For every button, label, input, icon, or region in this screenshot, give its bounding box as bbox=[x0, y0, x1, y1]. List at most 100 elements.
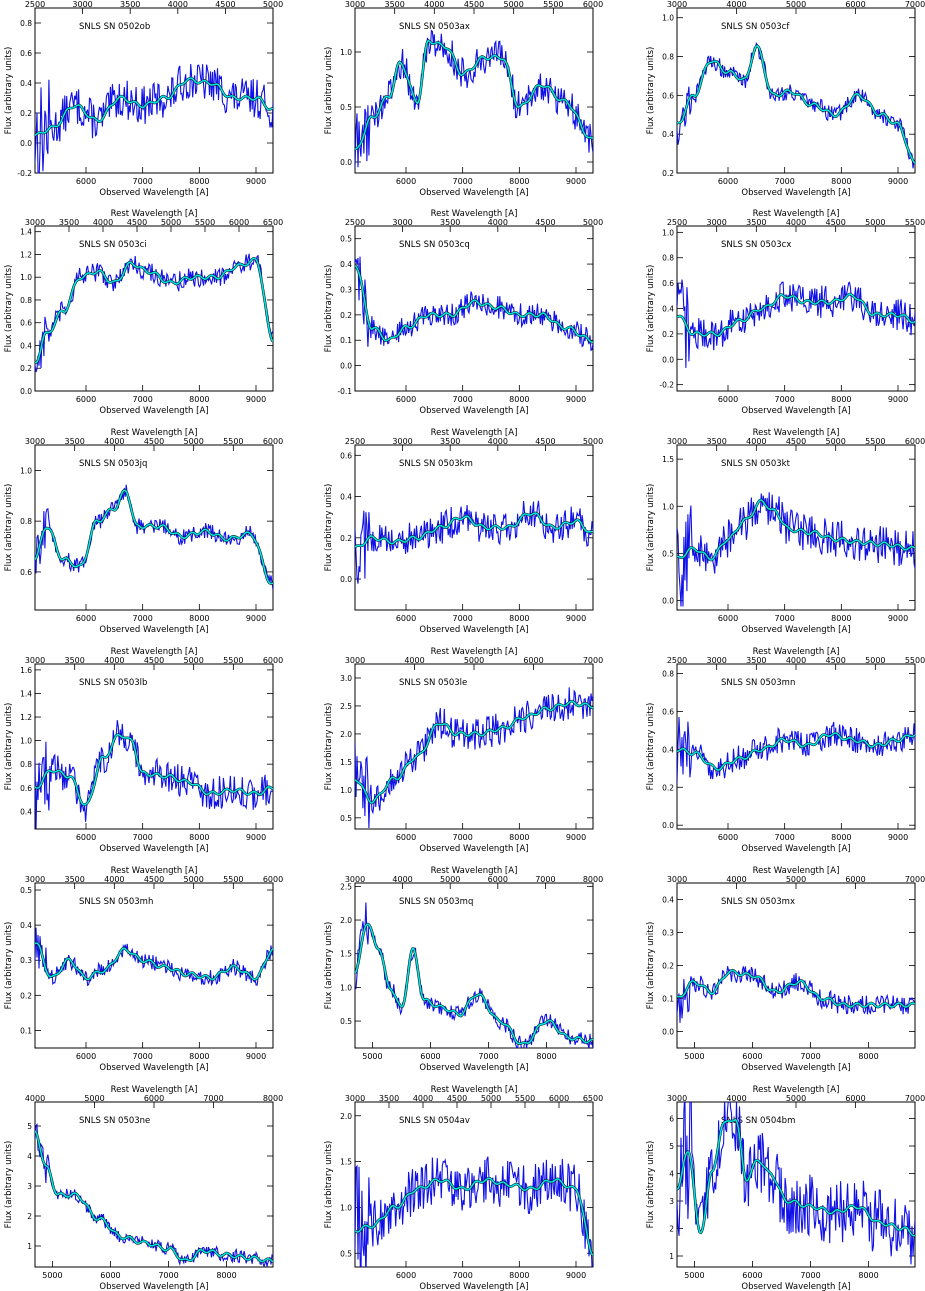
top-tick-label: 4500 bbox=[144, 437, 164, 446]
x-tick-label: 7000 bbox=[774, 833, 794, 842]
top-tick-label: 2500 bbox=[25, 0, 45, 9]
top-tick-label: 7000 bbox=[583, 656, 603, 665]
y-tick-label: 0.2 bbox=[340, 534, 352, 543]
y-tick-label: 0.0 bbox=[20, 139, 32, 148]
observed-spectrum-line bbox=[35, 1123, 273, 1267]
y-tick-label: -0.2 bbox=[17, 169, 32, 178]
top-tick-label: 3000 bbox=[25, 437, 45, 446]
panel-title: SNLS SN 0503le bbox=[399, 678, 467, 688]
top-tick-label: 4000 bbox=[168, 0, 188, 9]
top-tick-label: 4000 bbox=[726, 875, 746, 884]
spectrum-panel: 6000 7000 8000 9000 3000 3500 4000 4500 5000 5500… bbox=[4, 428, 283, 635]
top-tick-label: 3500 bbox=[64, 437, 84, 446]
top-tick-label: 4000 bbox=[404, 656, 424, 665]
plot-frame bbox=[676, 444, 916, 611]
x-tick-label: 6000 bbox=[718, 395, 738, 404]
x-tick-label: 9000 bbox=[246, 1052, 266, 1061]
x-tick-label: 6000 bbox=[396, 614, 416, 623]
y-tick-label: 1 bbox=[669, 1252, 674, 1261]
spectrum-panel: 6000 7000 8000 9000 2500 3000 3500 4000 4500 5000… bbox=[324, 209, 603, 416]
smoothed-spectrum-line bbox=[355, 512, 593, 548]
smoothed-spectrum-outline bbox=[677, 498, 915, 562]
x-tick-label: 6000 bbox=[76, 177, 96, 186]
top-tick-label: 5500 bbox=[905, 656, 925, 665]
x-axis-label: Observed Wavelength [A] bbox=[99, 406, 208, 416]
smoothed-spectrum-outline bbox=[355, 699, 593, 805]
observed-spectrum-line bbox=[35, 484, 273, 590]
top-axis-label: Rest Wavelength [A] bbox=[753, 866, 840, 876]
plot-frame bbox=[676, 882, 916, 1049]
x-tick-label: 8000 bbox=[536, 1052, 556, 1061]
x-tick-label: 8000 bbox=[858, 1271, 878, 1280]
y-tick-label: 0.2 bbox=[340, 311, 352, 320]
observed-spectrum-line bbox=[677, 966, 915, 1023]
x-axis-label: Observed Wavelength [A] bbox=[99, 188, 208, 198]
panel-title: SNLS SN 0503cf bbox=[721, 22, 790, 32]
y-tick-label: 1.2 bbox=[20, 250, 32, 259]
top-axis-label: Rest Wavelength [A] bbox=[111, 428, 198, 438]
x-tick-label: 6000 bbox=[76, 614, 96, 623]
x-tick-label: 5000 bbox=[684, 1271, 704, 1280]
x-tick-label: 7000 bbox=[478, 1052, 498, 1061]
y-tick-label: 1.0 bbox=[340, 48, 352, 57]
top-tick-label: 6000 bbox=[229, 218, 249, 227]
plot-frame bbox=[34, 1101, 274, 1268]
top-tick-label: 5500 bbox=[223, 875, 243, 884]
top-tick-label: 5000 bbox=[786, 0, 806, 9]
top-tick-label: 7000 bbox=[905, 0, 925, 9]
y-tick-label: 0.6 bbox=[20, 319, 32, 328]
spectrum-panel: 5000 6000 7000 8000 4000 5000 6000 7000 8000 1 2 3 4… bbox=[4, 1085, 283, 1291]
spectrum-panel: 6000 7000 8000 9000 2500 3000 3500 4000 4500 5000… bbox=[4, 0, 283, 198]
x-tick-label: 9000 bbox=[246, 833, 266, 842]
x-tick-label: 7000 bbox=[452, 833, 472, 842]
top-axis-label: Rest Wavelength [A] bbox=[753, 647, 840, 657]
top-tick-label: 3000 bbox=[392, 218, 412, 227]
top-tick-label: 5000 bbox=[786, 1094, 806, 1103]
x-axis-label: Observed Wavelength [A] bbox=[419, 1063, 528, 1073]
x-tick-label: 6000 bbox=[396, 395, 416, 404]
top-tick-label: 4000 bbox=[104, 656, 124, 665]
smoothed-spectrum-line bbox=[35, 1130, 273, 1263]
smoothed-spectrum-line bbox=[677, 45, 915, 164]
y-tick-label: 1.2 bbox=[20, 713, 32, 722]
y-tick-label: 0.8 bbox=[20, 517, 32, 526]
y-tick-label: 2 bbox=[669, 1225, 674, 1234]
y-axis-label: Flux (arbitrary units) bbox=[324, 47, 334, 135]
smoothed-spectrum-line bbox=[677, 293, 915, 337]
top-tick-label: 3000 bbox=[345, 875, 365, 884]
top-axis-label: Rest Wavelength [A] bbox=[431, 647, 518, 657]
panel-title: SNLS SN 0503ax bbox=[399, 22, 470, 32]
y-tick-label: 1.5 bbox=[340, 1158, 352, 1167]
y-tick-label: 0.4 bbox=[662, 305, 674, 314]
y-tick-label: 0.2 bbox=[20, 109, 32, 118]
x-tick-label: 8000 bbox=[509, 1271, 529, 1280]
y-axis-label: Flux (arbitrary units) bbox=[324, 484, 334, 572]
spectrum-panel: 6000 7000 8000 9000 3000 3500 4000 4500 5000 5500… bbox=[324, 0, 603, 198]
top-tick-label: 4000 bbox=[786, 218, 806, 227]
y-tick-label: 0.2 bbox=[662, 169, 674, 178]
spectrum-panel: 6000 7000 8000 9000 2500 3000 3500 4000 4500 5000… bbox=[646, 209, 925, 416]
top-tick-label: 5500 bbox=[865, 437, 885, 446]
y-tick-label: 0.4 bbox=[20, 79, 32, 88]
y-tick-label: 0.2 bbox=[662, 330, 674, 339]
y-tick-label: -0.2 bbox=[659, 381, 674, 390]
top-tick-label: 6000 bbox=[583, 0, 603, 9]
y-tick-label: 1.0 bbox=[340, 1203, 352, 1212]
top-tick-label: 5000 bbox=[84, 1094, 104, 1103]
top-tick-label: 3000 bbox=[667, 875, 687, 884]
top-axis-label: Rest Wavelength [A] bbox=[111, 866, 198, 876]
spectrum-panel: 6000 7000 8000 9000 2500 3000 3500 4000 4500 5000… bbox=[324, 428, 603, 635]
y-axis-label: Flux (arbitrary units) bbox=[646, 265, 656, 353]
top-tick-label: 3000 bbox=[25, 656, 45, 665]
top-tick-label: 3500 bbox=[384, 0, 404, 9]
x-tick-label: 8000 bbox=[189, 177, 209, 186]
top-tick-label: 5000 bbox=[263, 0, 283, 9]
x-tick-label: 6000 bbox=[396, 177, 416, 186]
top-tick-label: 3000 bbox=[345, 656, 365, 665]
plot-frame bbox=[354, 7, 594, 174]
y-tick-label: 0.0 bbox=[340, 158, 352, 167]
y-tick-label: 2.0 bbox=[340, 916, 352, 925]
top-tick-label: 8000 bbox=[263, 1094, 283, 1103]
x-tick-label: 8000 bbox=[858, 1052, 878, 1061]
top-axis-label: Rest Wavelength [A] bbox=[753, 428, 840, 438]
